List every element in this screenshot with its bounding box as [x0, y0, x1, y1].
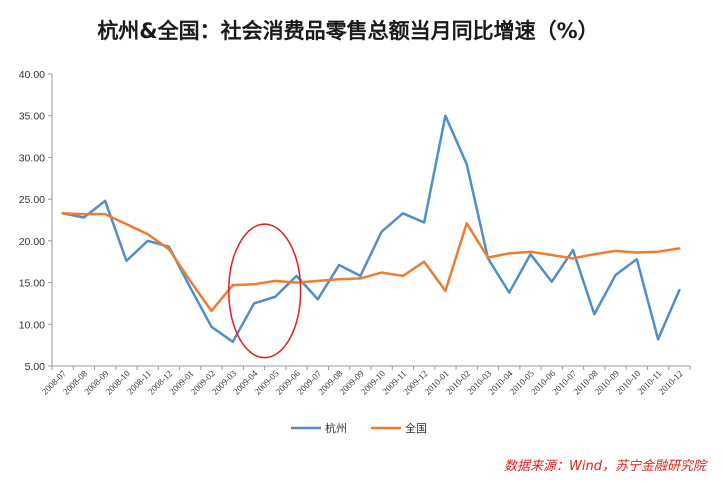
legend-label-hangzhou: 杭州 [325, 421, 347, 435]
highlight-ellipse [228, 223, 302, 359]
legend-label-national: 全国 [405, 421, 427, 435]
y-tick-label: 15.00 [19, 278, 45, 290]
y-axis-ticks: 5.00 10.00 15.00 20.00 25.00 30.00 35.00 40.00 [19, 69, 52, 373]
annotations [228, 223, 302, 359]
y-tick-label: 10.00 [19, 319, 45, 331]
source-note: 数据来源：Wind，苏宁金融研究院 [504, 458, 708, 474]
axes [51, 74, 690, 367]
y-tick-label: 30.00 [19, 152, 45, 164]
series-lines [61, 114, 681, 344]
series-line-national [61, 212, 681, 313]
x-axis-ticks: 2008-072008-082008-092008-102008-112008-… [40, 366, 691, 397]
chart-title: 杭州&全国：社会消费品零售总额当月同比增速（%） [97, 19, 598, 43]
x-tick-label: 2010-12 [656, 368, 684, 396]
series-line-hangzhou [61, 114, 681, 344]
legend: 杭州 全国 [291, 421, 427, 435]
y-tick-label: 20.00 [19, 236, 45, 248]
y-tick-label: 40.00 [19, 69, 45, 81]
y-tick-label: 25.00 [19, 194, 45, 206]
y-tick-label: 5.00 [25, 361, 46, 373]
y-tick-label: 35.00 [19, 111, 45, 123]
